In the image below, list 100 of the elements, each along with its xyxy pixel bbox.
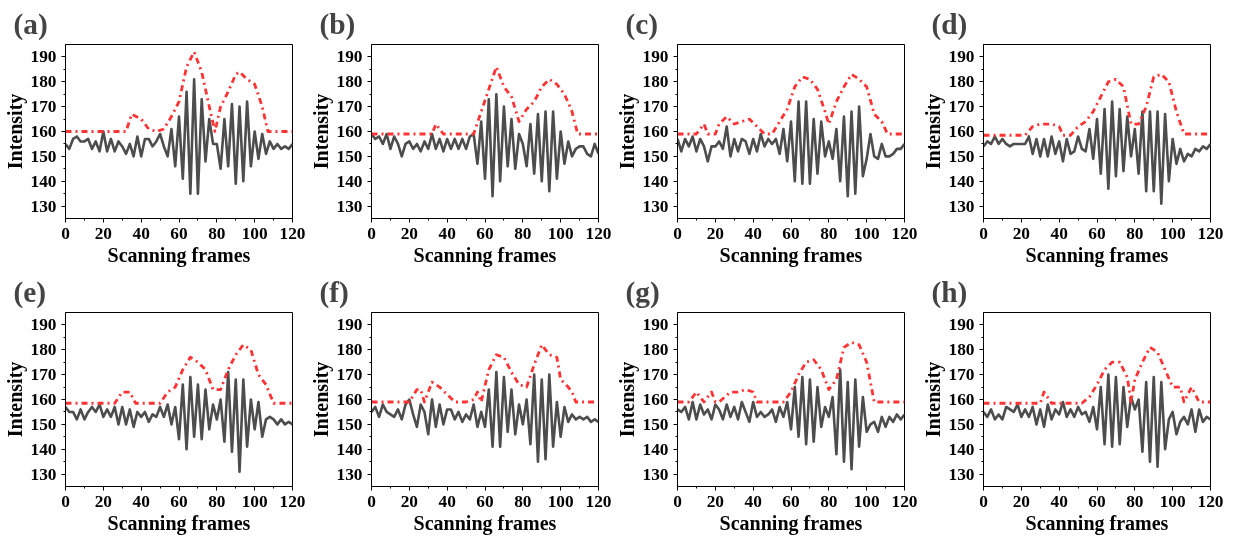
x-tick-label: 0: [979, 491, 988, 511]
x-tick-label: 60: [782, 491, 800, 511]
y-tick-label: 150: [642, 146, 669, 166]
x-axis-title: Scanning frames: [107, 511, 251, 535]
y-tick-label: 160: [30, 122, 57, 141]
x-tick-label: 0: [979, 223, 988, 243]
y-tick-label: 190: [642, 315, 669, 335]
x-tick-label: 120: [279, 491, 306, 511]
x-tick-label: 100: [853, 223, 880, 243]
y-tick-label: 150: [336, 146, 363, 166]
x-tick-label: 80: [820, 491, 838, 511]
x-tick-label: 100: [241, 491, 268, 511]
x-tick-label: 40: [744, 491, 762, 511]
chart-title: (h): [931, 275, 968, 309]
y-tick-label: 150: [30, 146, 57, 166]
x-tick-label: 100: [547, 223, 574, 243]
y-tick-label: 160: [336, 390, 363, 409]
y-tick-label: 170: [336, 365, 363, 385]
x-tick-label: 60: [1088, 223, 1106, 243]
x-tick-label: 40: [438, 223, 456, 243]
chart-title: (b): [319, 7, 356, 41]
y-tick-label: 150: [642, 414, 669, 434]
x-tick-label: 120: [585, 491, 612, 511]
y-tick-label: 180: [30, 340, 57, 360]
y-tick-label: 170: [642, 365, 669, 385]
y-tick-label: 150: [948, 146, 975, 166]
y-axis-title: Intensity: [921, 93, 945, 170]
x-tick-label: 120: [1197, 491, 1224, 511]
y-tick-label: 130: [642, 464, 669, 484]
y-tick-label: 190: [948, 315, 975, 335]
x-tick-label: 80: [514, 223, 532, 243]
x-tick-label: 80: [1126, 491, 1144, 511]
y-tick-label: 140: [948, 171, 975, 191]
y-tick-label: 130: [948, 196, 975, 216]
y-axis-title: Intensity: [309, 93, 333, 170]
y-tick-label: 140: [336, 171, 363, 191]
x-axis-title: Scanning frames: [413, 243, 557, 267]
y-tick-label: 180: [336, 340, 363, 360]
x-tick-label: 60: [170, 491, 188, 511]
chart-title: (a): [13, 7, 48, 41]
x-tick-label: 0: [367, 491, 376, 511]
y-tick-label: 130: [336, 196, 363, 216]
y-tick-label: 170: [642, 97, 669, 117]
chart-title: (g): [625, 275, 660, 309]
x-tick-label: 20: [1012, 491, 1030, 511]
x-tick-label: 0: [673, 223, 682, 243]
x-tick-label: 100: [1159, 223, 1186, 243]
x-tick-label: 60: [1088, 491, 1106, 511]
y-tick-label: 140: [336, 439, 363, 459]
y-tick-label: 130: [30, 464, 57, 484]
y-tick-label: 170: [948, 365, 975, 385]
x-tick-label: 40: [132, 223, 150, 243]
y-tick-label: 130: [336, 464, 363, 484]
y-axis-title: Intensity: [3, 361, 27, 438]
x-tick-label: 100: [241, 223, 268, 243]
y-tick-label: 160: [642, 122, 669, 141]
x-axis-title: Scanning frames: [719, 243, 863, 267]
x-tick-label: 0: [61, 223, 70, 243]
x-axis-title: Scanning frames: [1025, 511, 1169, 535]
x-tick-label: 20: [400, 491, 418, 511]
x-tick-label: 20: [706, 223, 724, 243]
x-tick-label: 20: [94, 491, 112, 511]
y-axis-title: Intensity: [615, 93, 639, 170]
x-tick-label: 0: [367, 223, 376, 243]
x-tick-label: 0: [61, 491, 70, 511]
y-tick-label: 150: [336, 414, 363, 434]
y-axis-title: Intensity: [921, 361, 945, 438]
x-tick-label: 80: [208, 223, 226, 243]
x-tick-label: 120: [891, 223, 918, 243]
x-axis-title: Scanning frames: [1025, 243, 1169, 267]
y-tick-label: 170: [30, 97, 57, 117]
x-tick-label: 80: [208, 491, 226, 511]
x-tick-label: 120: [1197, 223, 1224, 243]
x-tick-label: 80: [514, 491, 532, 511]
y-tick-label: 190: [30, 315, 57, 335]
y-axis-title: Intensity: [3, 93, 27, 170]
y-tick-label: 180: [30, 72, 57, 92]
x-tick-label: 60: [476, 491, 494, 511]
chart-title: (d): [931, 7, 968, 41]
x-tick-label: 20: [1012, 223, 1030, 243]
y-tick-label: 160: [30, 390, 57, 409]
y-tick-label: 170: [336, 97, 363, 117]
x-tick-label: 120: [279, 223, 306, 243]
y-tick-label: 140: [642, 439, 669, 459]
x-tick-label: 100: [1159, 491, 1186, 511]
y-tick-label: 190: [336, 315, 363, 335]
x-tick-label: 40: [132, 491, 150, 511]
y-tick-label: 180: [948, 72, 975, 92]
x-tick-label: 20: [94, 223, 112, 243]
y-tick-label: 130: [642, 196, 669, 216]
x-tick-label: 60: [170, 223, 188, 243]
y-tick-label: 140: [642, 171, 669, 191]
y-tick-label: 190: [30, 47, 57, 67]
x-tick-label: 60: [476, 223, 494, 243]
x-tick-label: 100: [853, 491, 880, 511]
y-tick-label: 140: [30, 171, 57, 191]
x-axis-title: Scanning frames: [107, 243, 251, 267]
x-axis-title: Scanning frames: [719, 511, 863, 535]
y-tick-label: 160: [336, 122, 363, 141]
y-tick-label: 160: [948, 122, 975, 141]
